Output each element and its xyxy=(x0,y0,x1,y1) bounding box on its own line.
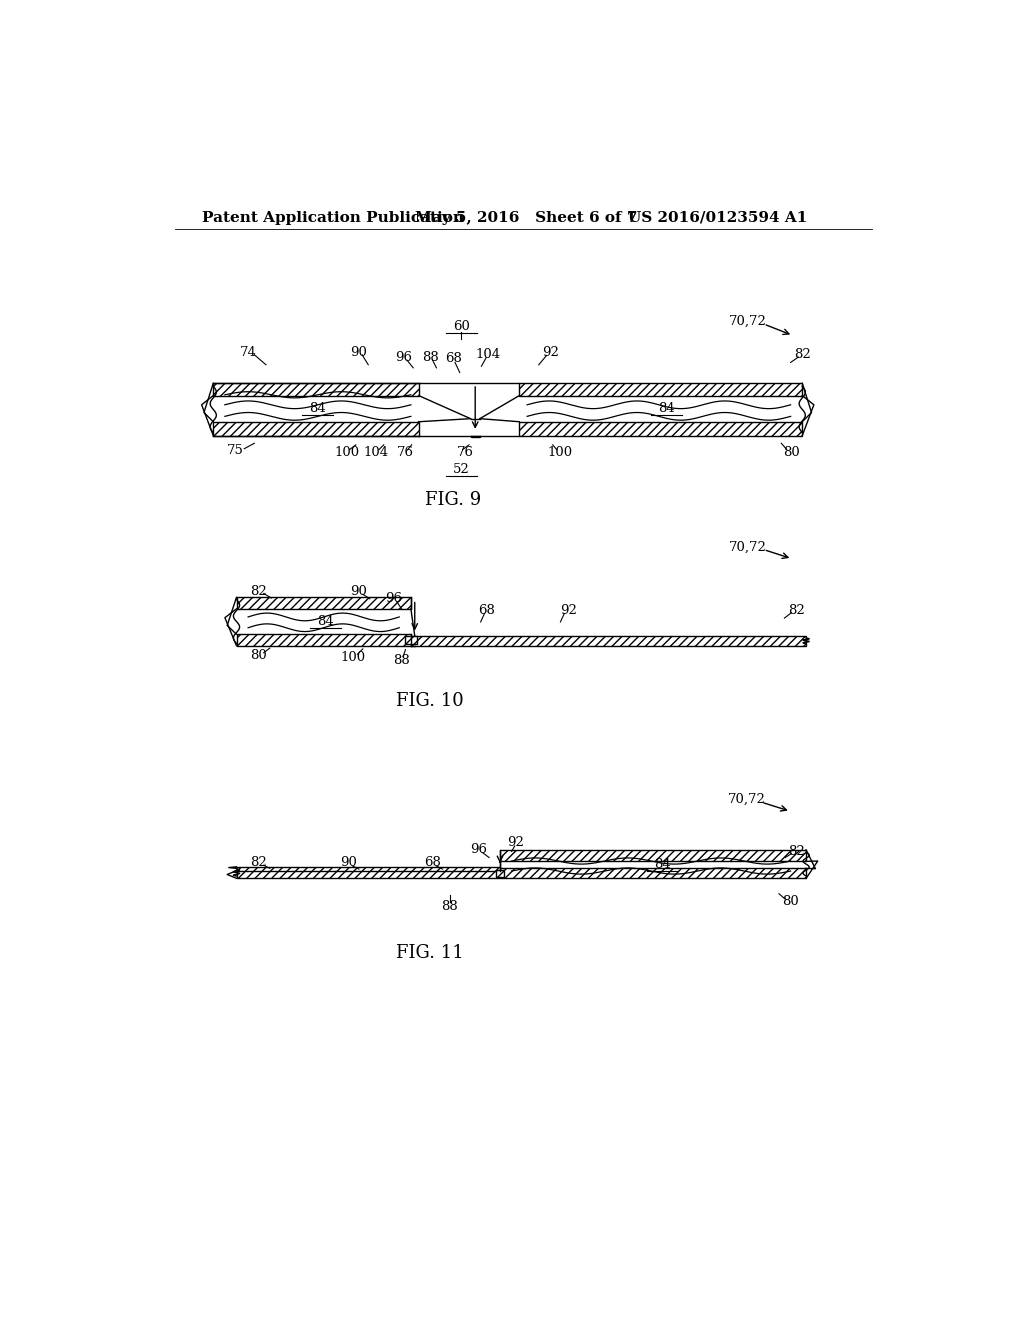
Text: 80: 80 xyxy=(783,446,800,459)
Text: FIG. 9: FIG. 9 xyxy=(425,491,481,508)
Bar xyxy=(471,436,480,437)
Text: 82: 82 xyxy=(250,857,266,870)
Text: 82: 82 xyxy=(250,585,266,598)
Text: 96: 96 xyxy=(471,843,487,857)
Text: 82: 82 xyxy=(788,603,805,616)
Bar xyxy=(404,636,417,644)
Text: 60: 60 xyxy=(453,319,470,333)
Text: 84: 84 xyxy=(309,403,327,416)
Text: 84: 84 xyxy=(317,615,334,628)
Text: FIG. 10: FIG. 10 xyxy=(396,692,464,710)
Text: 92: 92 xyxy=(560,603,577,616)
Text: 100: 100 xyxy=(340,651,366,664)
Text: 68: 68 xyxy=(424,857,441,870)
Text: 76: 76 xyxy=(457,446,474,459)
Text: 96: 96 xyxy=(394,351,412,363)
Text: 68: 68 xyxy=(445,352,462,366)
Text: 90: 90 xyxy=(350,585,368,598)
Bar xyxy=(237,869,806,878)
Text: 88: 88 xyxy=(393,653,410,667)
Bar xyxy=(519,422,802,436)
Text: 70,72: 70,72 xyxy=(727,792,765,805)
Text: 75: 75 xyxy=(226,445,244,458)
Text: 80: 80 xyxy=(250,648,266,661)
Text: 76: 76 xyxy=(397,446,414,459)
Bar xyxy=(496,870,504,876)
Bar xyxy=(237,598,411,609)
Text: 90: 90 xyxy=(350,346,368,359)
Bar xyxy=(500,850,806,862)
Text: 70,72: 70,72 xyxy=(729,315,767,329)
Text: 52: 52 xyxy=(453,463,470,477)
Text: May 5, 2016   Sheet 6 of 7: May 5, 2016 Sheet 6 of 7 xyxy=(415,211,637,224)
Bar xyxy=(237,867,500,871)
Text: 104: 104 xyxy=(364,446,388,459)
Text: 74: 74 xyxy=(240,346,257,359)
Bar xyxy=(411,636,806,645)
Text: 80: 80 xyxy=(782,895,799,908)
Text: 100: 100 xyxy=(548,446,573,459)
Text: 92: 92 xyxy=(542,346,559,359)
Text: 88: 88 xyxy=(422,351,438,363)
Bar xyxy=(213,383,419,396)
Bar xyxy=(213,422,419,436)
Text: US 2016/0123594 A1: US 2016/0123594 A1 xyxy=(628,211,807,224)
Text: 90: 90 xyxy=(340,857,357,870)
Bar xyxy=(237,635,411,645)
Text: 84: 84 xyxy=(658,403,675,416)
Text: 92: 92 xyxy=(507,836,524,849)
Text: 70,72: 70,72 xyxy=(729,541,767,554)
Text: 96: 96 xyxy=(385,593,402,606)
Text: Patent Application Publication: Patent Application Publication xyxy=(202,211,464,224)
Text: 84: 84 xyxy=(654,858,671,871)
Text: 88: 88 xyxy=(441,900,458,913)
Text: 104: 104 xyxy=(476,348,501,362)
Bar xyxy=(519,383,802,396)
Text: 82: 82 xyxy=(788,845,805,858)
Text: 68: 68 xyxy=(478,603,496,616)
Text: FIG. 11: FIG. 11 xyxy=(396,944,464,962)
Text: 100: 100 xyxy=(334,446,359,459)
Text: 82: 82 xyxy=(794,348,811,362)
